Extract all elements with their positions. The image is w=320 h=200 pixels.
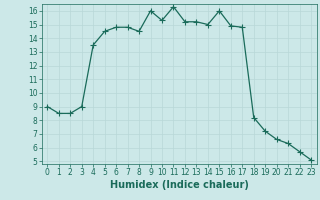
- X-axis label: Humidex (Indice chaleur): Humidex (Indice chaleur): [110, 180, 249, 190]
